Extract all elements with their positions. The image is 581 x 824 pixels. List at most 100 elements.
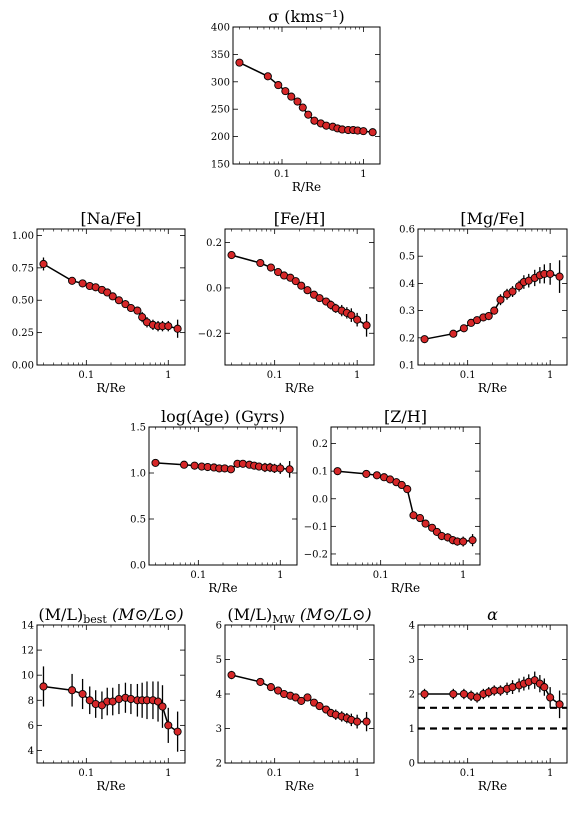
- x-tick-label: 1: [547, 768, 553, 779]
- data-point: [555, 700, 564, 709]
- data-point: [164, 721, 173, 730]
- x-tick-label: 0.1: [460, 370, 476, 381]
- x-axis-label: R/Re: [96, 779, 125, 793]
- series-line: [239, 61, 373, 133]
- data-point: [297, 696, 306, 705]
- data-point: [190, 461, 199, 470]
- data-point: [151, 458, 160, 467]
- data-point: [238, 459, 247, 468]
- x-tick-label: 0.1: [267, 768, 283, 779]
- title-subscript: best: [83, 613, 107, 626]
- data-point: [353, 717, 362, 726]
- data-point: [459, 324, 468, 333]
- panel-title: [Z/H]: [384, 407, 427, 426]
- y-tick-label: −0.2: [198, 329, 222, 340]
- y-tick-label: −0.1: [304, 522, 328, 533]
- x-tick-label: 0.1: [274, 169, 290, 180]
- y-tick-label: 0.3: [399, 306, 415, 317]
- data-point: [303, 286, 312, 295]
- data-point: [126, 694, 135, 704]
- y-tick-label: 6: [28, 721, 34, 732]
- data-point: [362, 321, 371, 330]
- data-point: [274, 268, 283, 277]
- data-point: [266, 263, 275, 272]
- y-tick-label: 350: [211, 50, 230, 61]
- panel-title: σ (kms⁻¹): [268, 7, 344, 26]
- data-point: [362, 717, 371, 726]
- data-point: [347, 311, 356, 320]
- y-tick-label: 0.25: [12, 328, 34, 339]
- data-point: [333, 467, 342, 476]
- axes-frame: [232, 26, 381, 165]
- data-point: [173, 727, 182, 736]
- data-point: [108, 292, 117, 301]
- data-point: [153, 697, 163, 706]
- data-point: [227, 670, 236, 680]
- y-tick-label: 0.2: [312, 439, 328, 450]
- title-subscript: MW: [272, 613, 295, 626]
- data-point: [297, 281, 306, 290]
- axes-frame: [417, 228, 568, 366]
- x-tick-label: 1: [354, 370, 360, 381]
- panel-alpha: α 0.1 1 0 1 2 3 4 R/Re: [409, 605, 568, 793]
- panel-title: α: [487, 605, 498, 624]
- x-tick-label: 1: [165, 768, 171, 779]
- x-tick-label: 0.1: [78, 370, 94, 381]
- y-tick-label: 8: [28, 696, 34, 707]
- data-point: [468, 536, 477, 545]
- data-point: [304, 110, 313, 119]
- y-tick-label: 12: [21, 646, 34, 657]
- panel-title: [Fe/H]: [274, 209, 326, 228]
- data-point: [78, 279, 87, 288]
- y-tick-label: 0.75: [12, 263, 34, 274]
- panel-title: [Mg/Fe]: [460, 209, 524, 228]
- data-point: [420, 689, 429, 699]
- x-axis-label: R/Re: [285, 381, 314, 395]
- x-tick-label: 1: [460, 570, 466, 581]
- data-point: [546, 269, 555, 278]
- x-axis-label: R/Re: [478, 381, 507, 395]
- data-point: [274, 686, 283, 695]
- y-tick-label: 0.50: [12, 296, 34, 307]
- title-unit: (M⊙/L⊙): [295, 605, 372, 624]
- y-tick-label: 10: [21, 671, 34, 682]
- y-tick-label: 4: [409, 621, 415, 632]
- data-point: [256, 677, 265, 686]
- y-tick-label: 250: [211, 105, 230, 116]
- y-tick-label: 0.6: [399, 225, 415, 236]
- data-point: [68, 686, 77, 695]
- data-point: [180, 460, 189, 469]
- data-point: [263, 72, 272, 81]
- panel-sigma: σ (kms⁻¹) 0.1 1 150 200 250 300 350 400 R/Re: [211, 7, 381, 194]
- y-tick-label: 6: [216, 621, 222, 632]
- y-tick-label: 0.1: [312, 467, 328, 478]
- panel-title: [Na/Fe]: [80, 209, 141, 228]
- x-tick-label: 0.1: [373, 570, 389, 581]
- y-tick-label: −0.2: [304, 549, 328, 560]
- data-point: [420, 335, 429, 344]
- y-tick-label: 150: [211, 160, 230, 171]
- data-point: [114, 694, 123, 704]
- y-tick-label: 0.4: [399, 279, 415, 290]
- axes-frame: [224, 624, 375, 764]
- data-point: [103, 288, 112, 297]
- data-point: [473, 693, 482, 702]
- x-tick-label: 1: [277, 570, 283, 581]
- data-point: [173, 324, 182, 333]
- data-point: [293, 97, 302, 106]
- data-point: [540, 683, 549, 692]
- data-point: [496, 295, 505, 304]
- y-tick-label: 1.5: [130, 423, 146, 434]
- y-tick-label: 0: [409, 759, 415, 770]
- data-point: [138, 313, 147, 322]
- y-tick-label: 2: [216, 759, 222, 770]
- data-point: [415, 514, 425, 523]
- data-point: [78, 689, 87, 699]
- data-point: [158, 702, 167, 711]
- data-point: [39, 682, 48, 691]
- data-point: [362, 469, 371, 478]
- data-point: [359, 127, 368, 136]
- y-tick-label: 0.00: [12, 361, 34, 372]
- data-point: [281, 87, 290, 96]
- data-point: [484, 311, 493, 321]
